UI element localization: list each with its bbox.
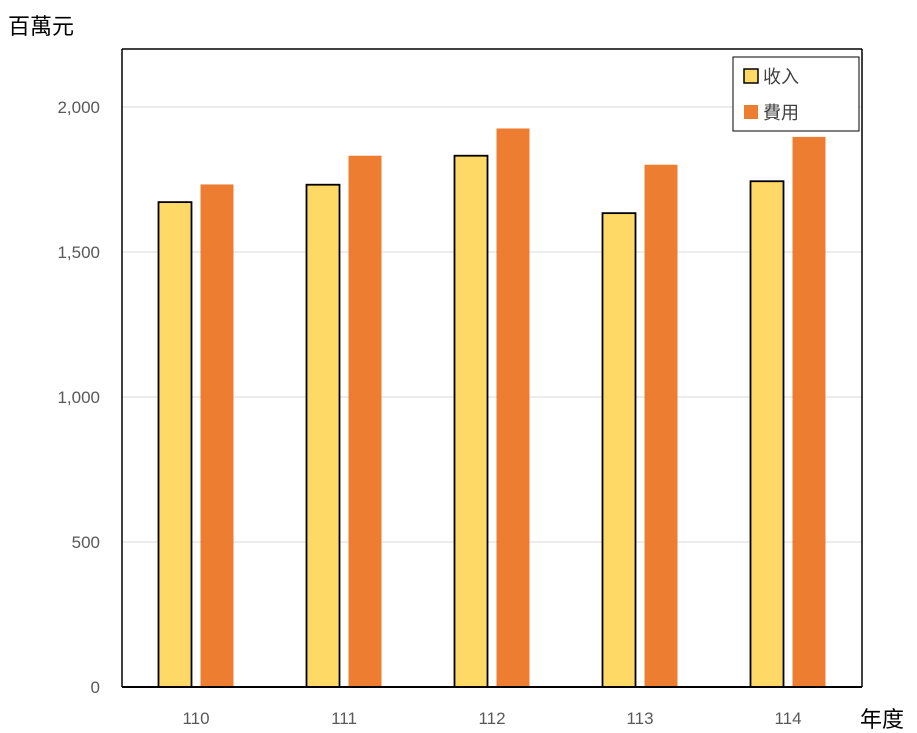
x-axis-unit-label: 年度 xyxy=(860,708,904,733)
bar-費用-110 xyxy=(200,184,234,687)
x-tick-label: 112 xyxy=(478,709,505,728)
x-tick-label: 114 xyxy=(774,709,801,728)
bar-費用-113 xyxy=(644,164,678,687)
y-tick-label: 500 xyxy=(72,533,100,552)
y-tick-label: 2,000 xyxy=(57,98,100,117)
y-tick-label: 1,000 xyxy=(57,388,100,407)
y-axis-unit-label: 百萬元 xyxy=(8,15,74,40)
x-tick-label: 113 xyxy=(626,709,653,728)
bar-收入-113 xyxy=(601,212,637,688)
legend-swatch-費用 xyxy=(744,105,758,119)
bar-費用-114 xyxy=(792,136,826,687)
legend-label: 費用 xyxy=(763,103,799,124)
bar-費用-112 xyxy=(496,128,530,687)
bar-收入-110 xyxy=(157,201,193,688)
bar-收入-111 xyxy=(305,183,341,688)
x-tick-label: 111 xyxy=(331,709,357,728)
legend-swatch-收入 xyxy=(743,68,759,84)
y-tick-label: 0 xyxy=(91,678,100,697)
bar-費用-111 xyxy=(348,155,382,688)
y-tick-label: 1,500 xyxy=(57,243,100,262)
legend-label: 收入 xyxy=(763,67,799,88)
x-tick-label: 110 xyxy=(182,709,209,728)
bar-收入-114 xyxy=(749,180,785,688)
bar-收入-112 xyxy=(453,154,489,688)
